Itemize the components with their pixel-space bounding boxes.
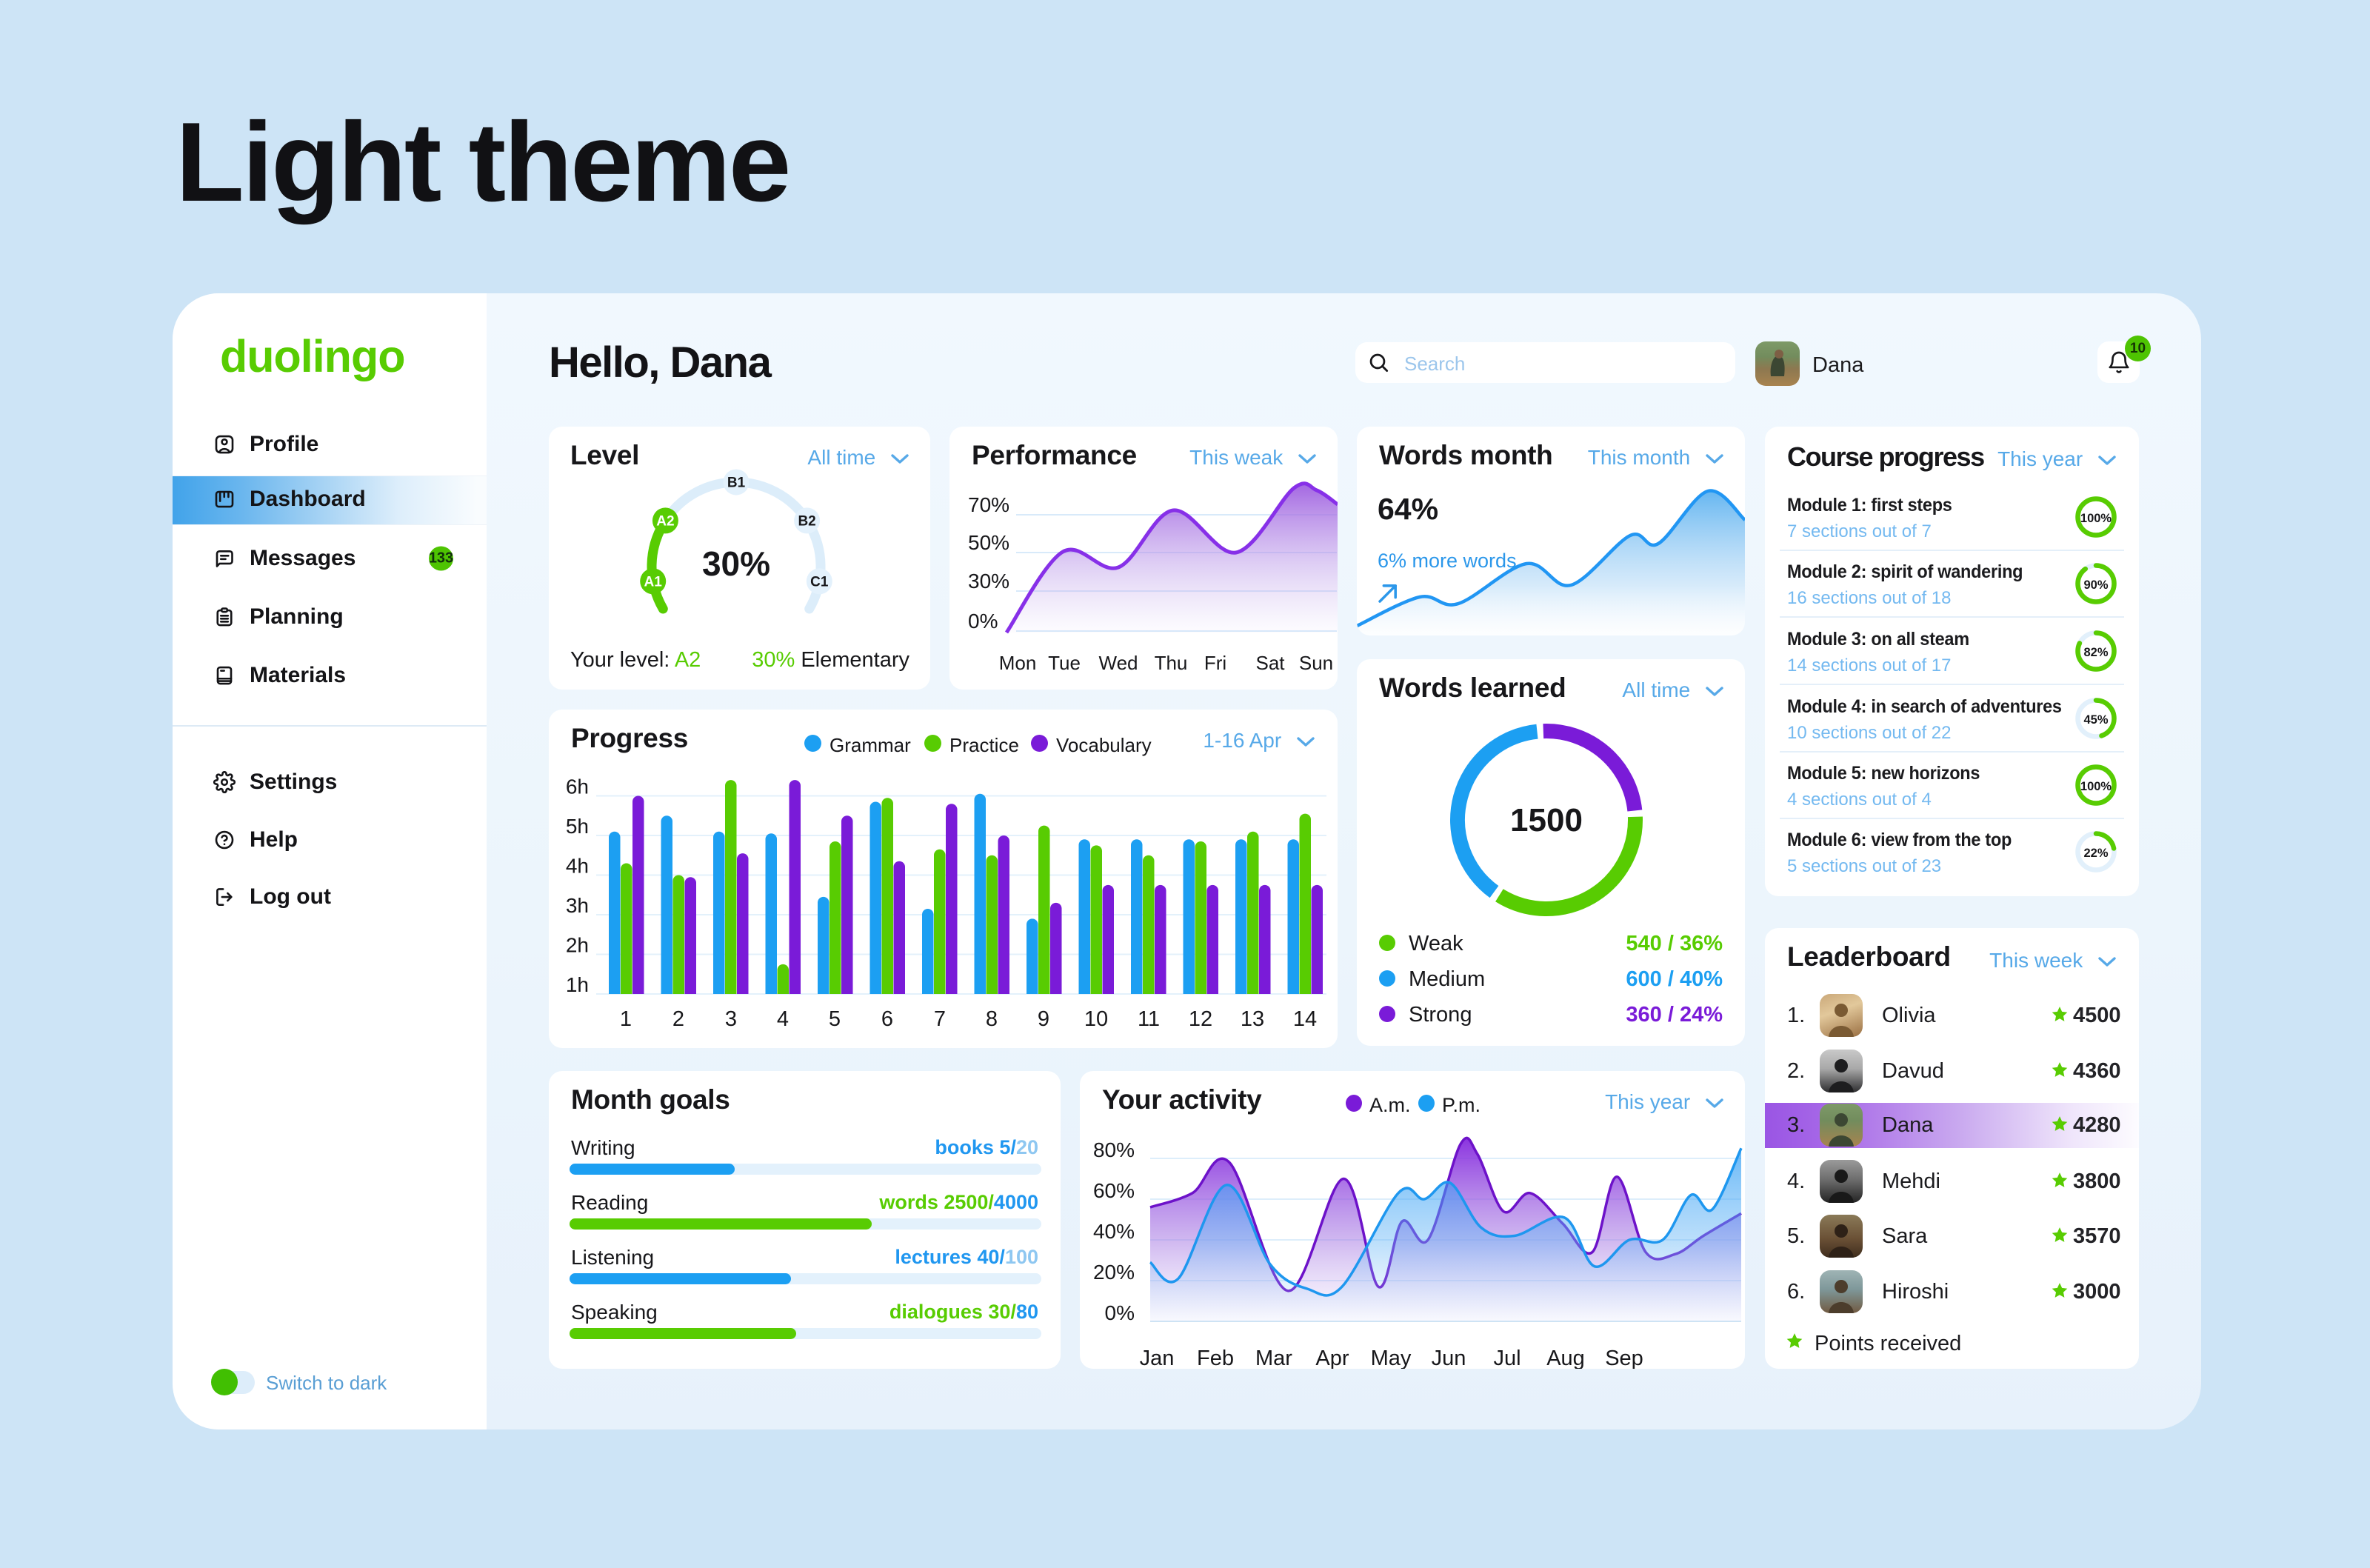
svg-text:Sun: Sun <box>1299 652 1333 674</box>
svg-text:30%: 30% <box>702 544 770 583</box>
svg-text:May: May <box>1371 1347 1412 1369</box>
svg-text:90%: 90% <box>2083 578 2108 592</box>
svg-text:50%: 50% <box>968 531 1009 554</box>
svg-text:A2: A2 <box>656 513 674 529</box>
svg-text:4: 4 <box>777 1007 789 1031</box>
svg-text:6h: 6h <box>566 775 589 798</box>
svg-text:82%: 82% <box>2083 646 2108 659</box>
svg-text:14: 14 <box>1293 1007 1317 1031</box>
svg-text:10: 10 <box>1084 1007 1108 1031</box>
svg-text:Sat: Sat <box>1255 652 1285 674</box>
svg-text:11: 11 <box>1138 1007 1160 1031</box>
svg-text:Wed: Wed <box>1099 652 1138 674</box>
svg-text:Feb: Feb <box>1197 1347 1234 1369</box>
svg-text:3h: 3h <box>566 894 589 917</box>
svg-text:Jun: Jun <box>1432 1347 1466 1369</box>
svg-text:20%: 20% <box>1093 1261 1135 1284</box>
svg-text:2: 2 <box>672 1007 684 1031</box>
svg-text:0%: 0% <box>1105 1301 1135 1324</box>
svg-text:12: 12 <box>1189 1007 1212 1031</box>
svg-text:22%: 22% <box>2083 847 2108 860</box>
svg-text:70%: 70% <box>968 493 1009 516</box>
svg-text:6: 6 <box>881 1007 893 1031</box>
svg-text:45%: 45% <box>2083 713 2108 727</box>
svg-text:1500: 1500 <box>1510 802 1583 838</box>
svg-text:30%: 30% <box>968 570 1009 593</box>
svg-text:Fri: Fri <box>1204 652 1226 674</box>
svg-text:A1: A1 <box>644 574 663 590</box>
svg-text:Apr: Apr <box>1315 1347 1349 1369</box>
svg-text:Mar: Mar <box>1255 1347 1292 1369</box>
svg-text:2h: 2h <box>566 934 589 957</box>
svg-text:8: 8 <box>986 1007 998 1031</box>
svg-text:Mon: Mon <box>999 652 1037 674</box>
svg-text:Aug: Aug <box>1546 1347 1585 1369</box>
svg-text:C1: C1 <box>810 574 829 590</box>
svg-text:5: 5 <box>829 1007 841 1031</box>
svg-text:B2: B2 <box>798 513 815 529</box>
svg-text:Sep: Sep <box>1605 1347 1643 1369</box>
svg-text:5h: 5h <box>566 815 589 838</box>
svg-text:100%: 100% <box>2080 780 2112 793</box>
svg-text:0%: 0% <box>968 610 998 633</box>
svg-text:60%: 60% <box>1093 1179 1135 1202</box>
svg-text:Jan: Jan <box>1140 1347 1175 1369</box>
svg-text:40%: 40% <box>1093 1220 1135 1243</box>
svg-text:3: 3 <box>725 1007 737 1031</box>
svg-text:1: 1 <box>620 1007 632 1031</box>
svg-text:4h: 4h <box>566 855 589 878</box>
svg-text:9: 9 <box>1038 1007 1049 1031</box>
svg-text:1h: 1h <box>566 973 589 996</box>
svg-text:7: 7 <box>934 1007 946 1031</box>
svg-text:100%: 100% <box>2080 512 2112 525</box>
svg-text:80%: 80% <box>1093 1138 1135 1161</box>
svg-text:B1: B1 <box>727 476 746 491</box>
svg-text:13: 13 <box>1241 1007 1264 1031</box>
svg-text:Tue: Tue <box>1048 652 1081 674</box>
svg-text:Thu: Thu <box>1155 652 1188 674</box>
svg-text:Jul: Jul <box>1493 1347 1521 1369</box>
